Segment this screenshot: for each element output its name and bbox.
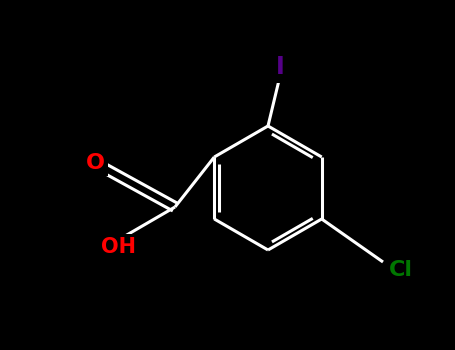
Text: I: I — [276, 55, 284, 79]
Text: Cl: Cl — [389, 260, 413, 280]
Text: O: O — [86, 153, 105, 173]
Text: OH: OH — [101, 237, 136, 257]
